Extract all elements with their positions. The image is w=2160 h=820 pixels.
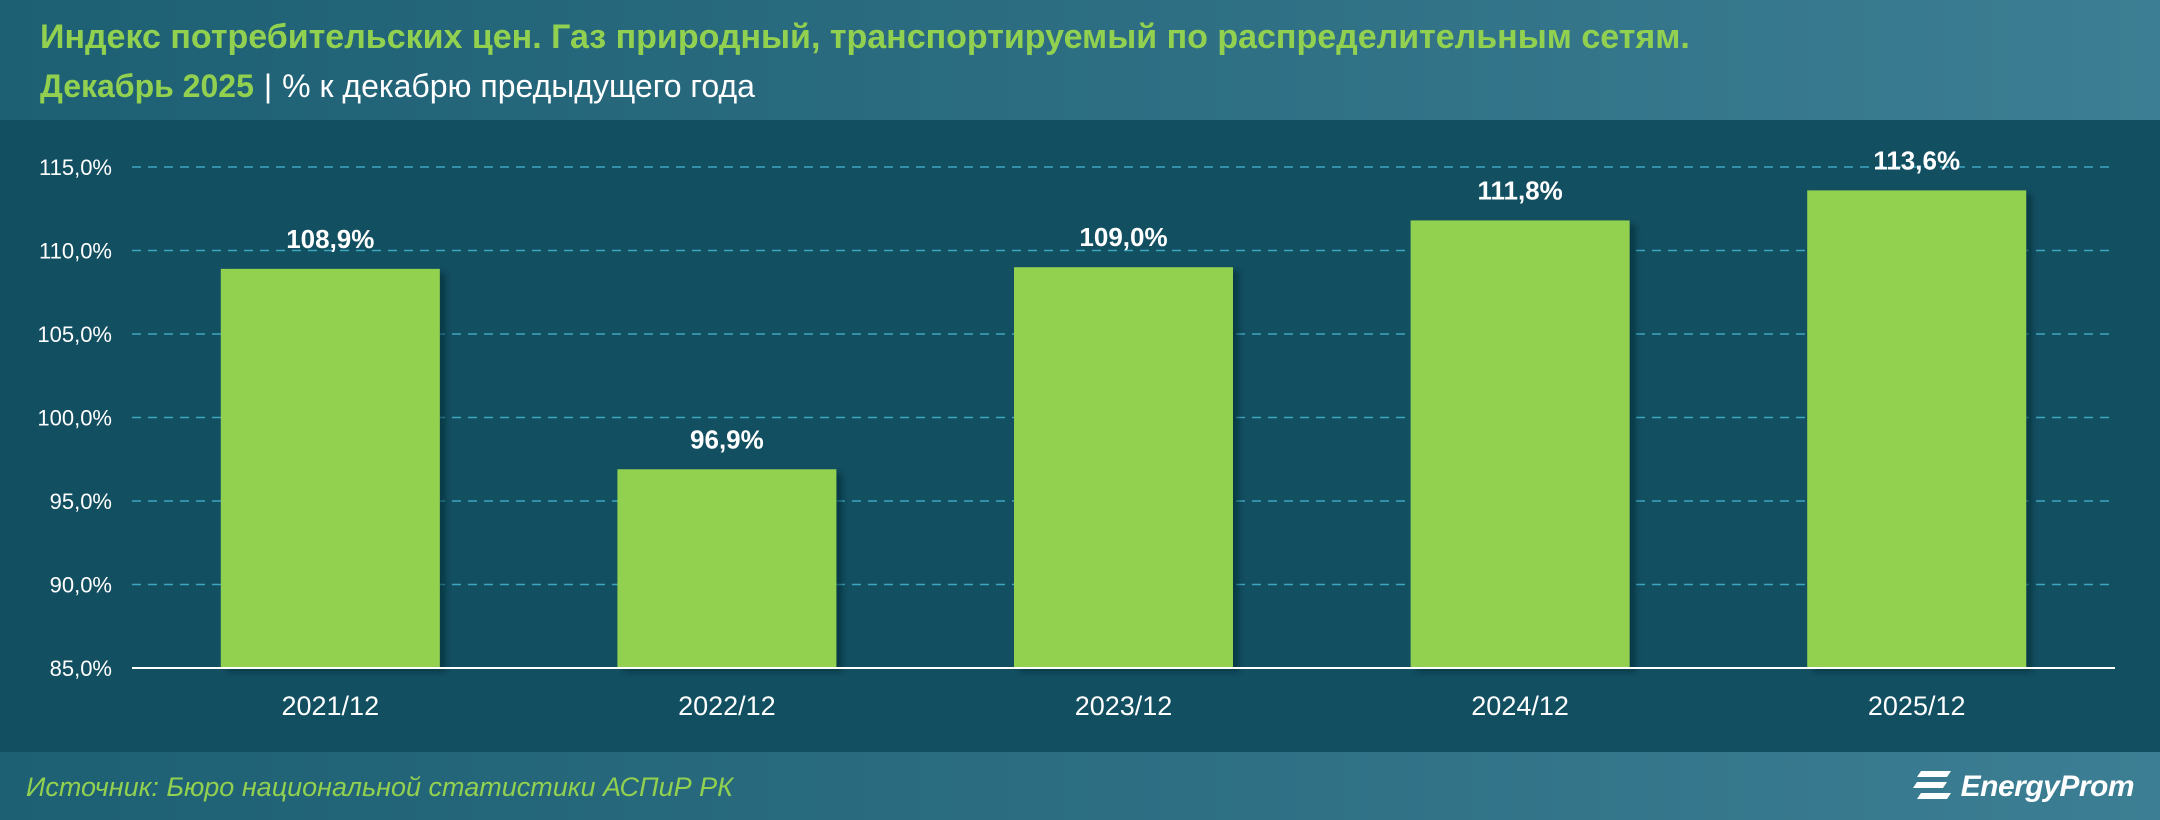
x-tick-label: 2024/12 [1471,691,1569,721]
data-label: 96,9% [690,424,764,454]
period-label: Декабрь 2025 [40,68,254,104]
unit-label: % к декабрю предыдущего года [282,68,755,104]
bar-chart: 85,0%90,0%95,0%100,0%105,0%110,0%115,0% … [37,145,2115,721]
x-axis-ticks: 2021/12 2022/12 2023/12 2024/12 2025/12 [281,691,1965,721]
x-tick-label: 2023/12 [1075,691,1173,721]
y-tick-label: 115,0% [39,155,112,180]
data-label: 108,9% [286,224,374,254]
subtitle-separator: | [263,68,273,104]
x-tick-label: 2021/12 [281,691,379,721]
bars [220,190,2027,668]
chart-header: Индекс потребительских цен. Газ природны… [0,0,2160,120]
y-tick-label: 105,0% [37,322,112,347]
y-axis-ticks: 85,0% 90,0% 95,0% 100,0% 105,0% 110,0% 115,0% [37,155,112,681]
chart-subtitle: Декабрь 2025 |% к декабрю предыдущего год… [40,68,755,105]
y-tick-label: 110,0% [39,239,112,264]
energyprom-logo-icon [1912,771,1951,799]
chart-footer: Источник: Бюро национальной статистики А… [0,752,2160,820]
y-tick-label: 90,0% [50,573,112,598]
energyprom-logo: EnergyProm [1911,764,2135,810]
plot-area: 85,0% 90,0% 95,0% 100,0% 105,0% 110,0% 115,0% … [0,120,2160,752]
bar-2024-12 [1410,220,1630,668]
data-label: 109,0% [1079,222,1167,252]
bar-2022-12 [617,469,837,668]
bar-2021-12 [220,268,440,668]
data-label: 111,8% [1477,175,1562,205]
chart-title: Индекс потребительских цен. Газ природны… [40,18,1690,56]
bar-2025-12 [1807,190,2027,668]
data-labels: 108,9% 96,9% 109,0% 111,8% 113,6% [286,145,1960,454]
x-tick-label: 2025/12 [1868,691,1966,721]
x-tick-label: 2022/12 [678,691,776,721]
y-tick-label: 100,0% [37,406,112,431]
logo-text: EnergyProm [1960,770,2135,803]
source-note: Источник: Бюро национальной статистики А… [26,772,734,802]
bar-2023-12 [1014,267,1233,668]
y-tick-label: 85,0% [50,656,112,681]
data-label: 113,6% [1873,145,1960,175]
y-tick-label: 95,0% [50,489,112,514]
gridlines [132,166,2115,586]
